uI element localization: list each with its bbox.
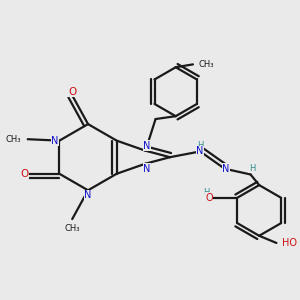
- Text: O: O: [20, 169, 28, 179]
- Text: N: N: [196, 146, 204, 156]
- Text: N: N: [143, 164, 151, 174]
- Text: CH₃: CH₃: [64, 224, 80, 233]
- Text: O: O: [68, 87, 76, 97]
- Text: CH₃: CH₃: [5, 135, 20, 144]
- Text: H: H: [249, 164, 255, 172]
- Text: H: H: [197, 141, 203, 150]
- Text: N: N: [51, 136, 59, 146]
- Text: H: H: [203, 188, 210, 197]
- Text: CH₃: CH₃: [199, 60, 214, 69]
- Text: O: O: [205, 193, 213, 203]
- Text: HO: HO: [282, 238, 297, 248]
- Text: N: N: [143, 140, 151, 151]
- Text: N: N: [222, 164, 230, 174]
- Text: N: N: [84, 190, 92, 200]
